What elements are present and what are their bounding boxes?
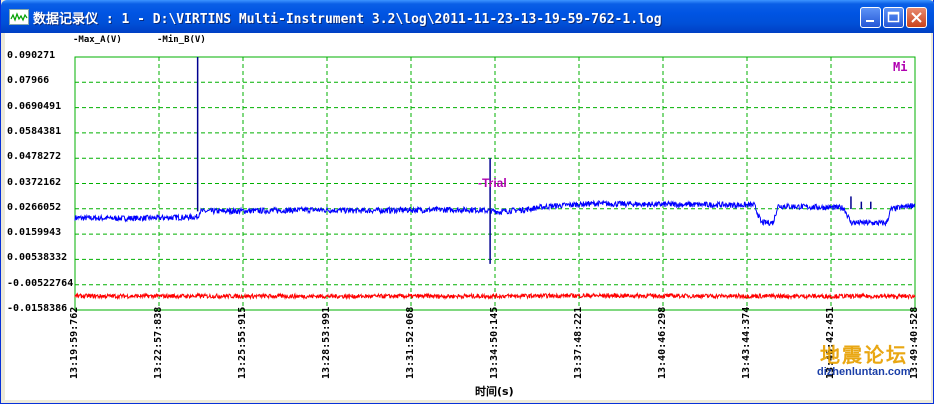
corner-label: Mi bbox=[893, 60, 908, 74]
y-tick-label: 0.07966 bbox=[7, 75, 50, 87]
minimize-button[interactable] bbox=[860, 7, 881, 28]
title-bar[interactable]: 数据记录仪 : 1 - D:\VIRTINS Multi-Instrument … bbox=[1, 0, 934, 33]
chart-canvas bbox=[74, 56, 916, 311]
x-tick-label: 13:43:44:374 bbox=[741, 306, 752, 379]
close-button[interactable] bbox=[906, 7, 927, 28]
legend-series-a: -Max_A(V) bbox=[73, 35, 122, 45]
y-tick-label: -0.0158386 bbox=[7, 303, 68, 314]
legend-series-b: -Min_B(V) bbox=[157, 35, 206, 45]
maximize-button[interactable] bbox=[883, 7, 904, 28]
y-tick-label: 0.0266052 bbox=[7, 201, 62, 213]
plot-frame bbox=[74, 56, 916, 311]
y-tick-label: 0.0584381 bbox=[7, 125, 62, 137]
watermark-url: dizhenluntan.com bbox=[817, 366, 911, 378]
x-tick-label: 13:25:55:915 bbox=[237, 306, 248, 379]
x-tick-label: 13:40:46:298 bbox=[657, 306, 668, 379]
x-tick-label: 13:37:48:221 bbox=[573, 306, 584, 379]
x-tick-label: 13:19:59:762 bbox=[69, 306, 80, 379]
waveform-app-icon bbox=[9, 9, 29, 25]
x-tick-label: 13:34:50:145 bbox=[489, 306, 500, 379]
window-title: 数据记录仪 : 1 - D:\VIRTINS Multi-Instrument … bbox=[33, 12, 662, 27]
x-axis-label: 时间(s) bbox=[475, 385, 514, 398]
x-tick-label: 13:28:53:991 bbox=[321, 306, 332, 379]
trial-annotation: -Trial bbox=[478, 176, 507, 190]
y-tick-label: 0.0159943 bbox=[7, 227, 62, 239]
y-tick-label: 0.0478272 bbox=[7, 151, 62, 163]
y-tick-label: -0.00522764 bbox=[7, 277, 74, 289]
y-tick-label: 0.0372162 bbox=[7, 176, 62, 188]
series-line-max-a bbox=[74, 199, 916, 227]
watermark-logo-text: 地震论坛 bbox=[820, 343, 908, 367]
x-tick-label: 13:22:57:838 bbox=[153, 306, 164, 379]
series-line-min-b bbox=[74, 291, 916, 301]
y-tick-label: 0.0690491 bbox=[7, 100, 62, 112]
data-logger-plot[interactable]: -Max_A(V) -Min_B(V) 0.090271 0.07966 0.069… bbox=[5, 33, 931, 400]
y-tick-label: 0.090271 bbox=[7, 50, 56, 61]
y-tick-label: 0.00538332 bbox=[7, 252, 68, 264]
x-tick-label: 13:31:52:068 bbox=[405, 306, 416, 379]
